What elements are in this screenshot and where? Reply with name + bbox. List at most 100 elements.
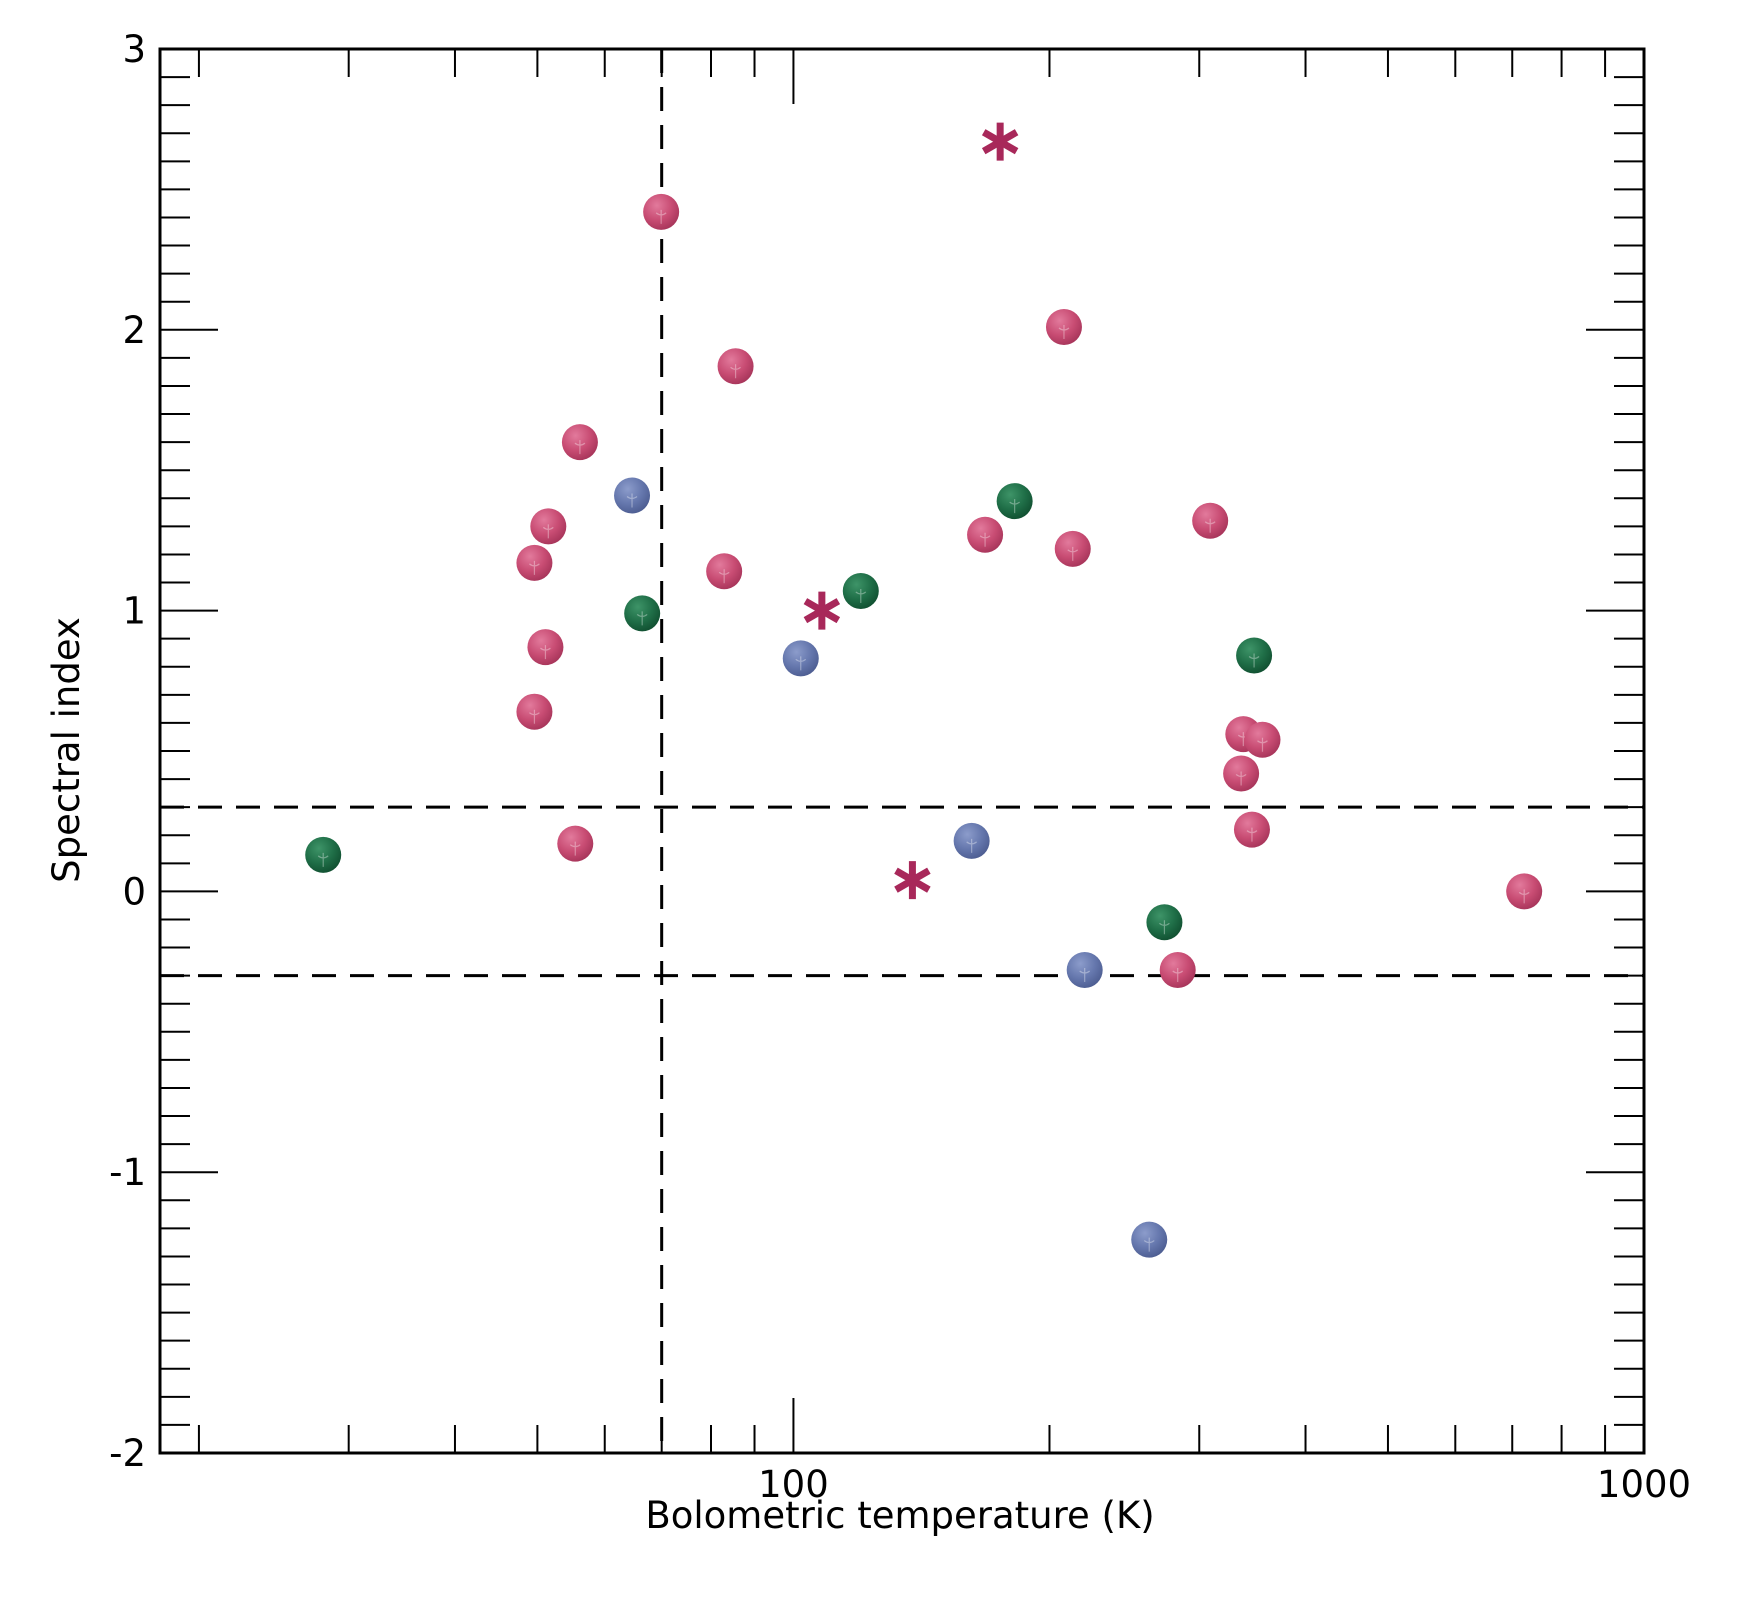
data-point [1223,755,1260,792]
y-tick-label: -1 [109,1151,146,1194]
data-point-circle [614,477,651,514]
data-point-asterisk [894,861,931,900]
data-point-circle [1223,755,1260,792]
data-point-shine [540,645,551,660]
data-point-circle [1146,904,1183,941]
data-point [1233,811,1270,848]
data-point-shine [1079,968,1091,983]
data-point [530,508,567,545]
data-point-circle [996,483,1033,520]
data-point-circle [1192,502,1229,539]
data-point-shine [636,611,648,626]
y-tick-label: 0 [122,870,146,913]
data-point-circle [717,348,754,385]
data-point-shine [542,524,554,539]
data-point-shine [730,364,741,379]
data-point [527,629,564,666]
data-point [1146,904,1183,941]
data-point-circle [967,516,1004,553]
reference-lines [160,49,1644,1453]
data-point-shine [317,852,329,867]
data-point [1054,530,1091,567]
data-point-circle [1236,637,1273,674]
y-tick-label: 3 [122,28,146,71]
data-point [1506,873,1543,910]
data-point-shine [574,440,586,455]
data-point [706,553,743,590]
data-point-circle [782,640,819,677]
data-point-circle [530,508,567,545]
x-axis-label: Bolometric temperature (K) [645,1494,1154,1537]
data-point [561,424,598,461]
data-point-circle [1054,530,1091,567]
data-points [305,122,1543,1258]
data-point-circle [706,553,743,590]
x-tick-label: 1000 [1597,1463,1691,1506]
data-point-shine [966,838,978,853]
data-point-shine [1246,827,1258,842]
data-point-shine [1058,324,1070,339]
y-tick-label: -2 [109,1432,146,1475]
data-point-shine [1067,546,1079,561]
data-point [1236,637,1273,674]
data-point [643,193,680,230]
data-point [1066,952,1103,989]
data-point-circle [527,629,564,666]
data-point [1131,1221,1168,1258]
data-point-asterisk [981,122,1019,161]
x-tick-label: 100 [758,1463,829,1506]
data-point-shine [1009,499,1021,514]
data-point-shine [979,532,991,547]
data-point [557,825,594,862]
data-point [782,640,819,677]
tick-labels: 100 1000 3 2 1 0 -1 -2 [109,28,1691,1506]
data-point-shine [569,841,581,856]
data-point [624,595,661,632]
data-point [1159,952,1196,989]
y-axis-label: Spectral index [45,617,88,883]
data-point-circle [561,424,598,461]
data-point-shine [718,569,730,584]
data-point [1045,308,1082,345]
data-point-shine [529,560,540,575]
data-point [516,693,553,730]
data-point [614,477,651,514]
data-point-shine [1518,889,1530,904]
data-point-circle [1506,873,1543,910]
data-point-shine [1257,737,1268,752]
data-point-circle [1045,308,1082,345]
data-point-shine [1204,518,1216,533]
data-point-circle [1066,952,1103,989]
data-point-circle [305,836,342,873]
plot-frame [158,47,1646,1455]
data-point [996,483,1033,520]
data-point [842,572,879,609]
data-point-shine [1248,653,1260,668]
data-point-circle [953,822,990,859]
data-point-circle [643,193,680,230]
data-point-shine [626,493,638,508]
data-point-circle [842,572,879,609]
data-point-asterisk [803,591,841,630]
data-point-shine [1235,771,1247,786]
data-point-shine [1159,920,1170,935]
asterisk-stroke [981,129,1019,155]
data-point-circle [1131,1221,1168,1258]
data-point [967,516,1004,553]
axis-ticks [160,48,1645,1454]
asterisk-stroke [803,598,841,624]
data-point-circle [1159,952,1196,989]
data-point-circle [624,595,661,632]
data-point-shine [655,209,667,224]
data-point-circle [557,825,594,862]
data-point [953,822,990,859]
data-point-shine [795,656,807,671]
data-point [717,348,754,385]
data-point-circle [516,544,553,581]
data-point [305,836,342,873]
data-point-circle [1244,721,1281,758]
y-tick-label: 1 [122,590,146,633]
data-point-shine [529,709,540,724]
plot-border [158,47,1646,1455]
